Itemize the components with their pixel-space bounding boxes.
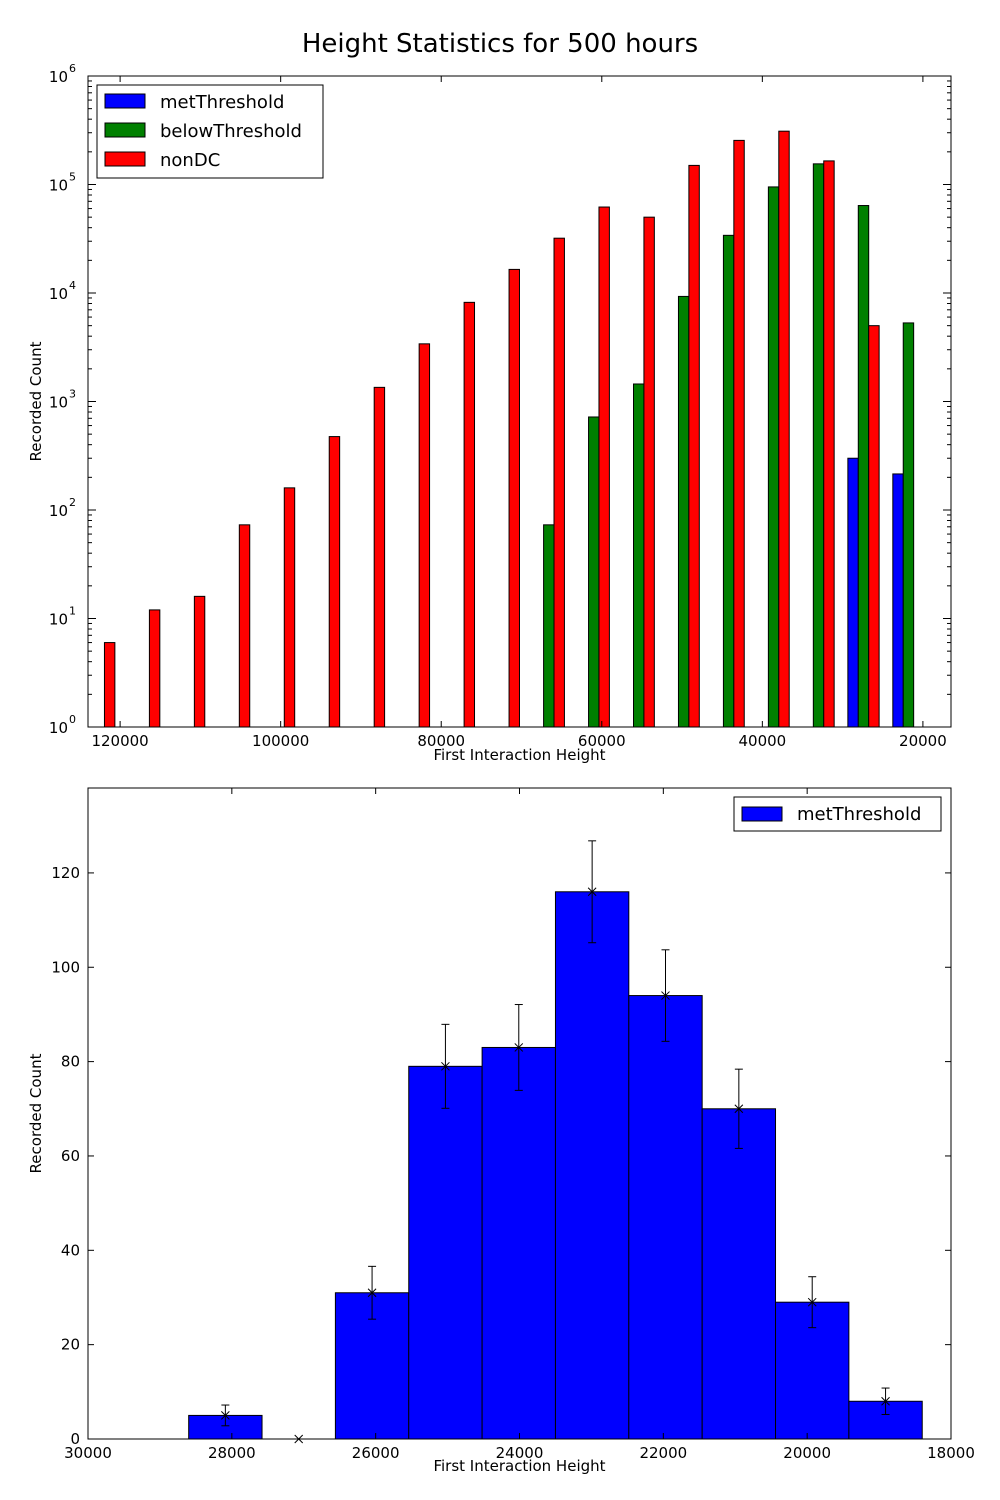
errorbar-marker: [221, 1411, 230, 1420]
bars-group: [188, 891, 923, 1440]
legend-label-nonDC: nonDC: [160, 150, 220, 171]
errorbars: [221, 840, 890, 1444]
bar-metThreshold-6: [628, 995, 703, 1440]
x-tick-label: 100000: [252, 732, 309, 750]
bar-belowThreshold-49800: [677, 295, 690, 728]
x-axis-label: First Interaction Height: [433, 746, 605, 764]
bar-nonDC-33000: [823, 160, 835, 728]
y-tick-label: 10: [49, 611, 68, 629]
bar-nonDC-100200: [283, 487, 296, 728]
x-tick-label: 26000: [352, 1444, 400, 1462]
errorbar-marker: [514, 1043, 524, 1052]
bar-nonDC-89000: [373, 386, 386, 728]
y-tick-label: 120: [51, 864, 80, 882]
bar-nonDC-55400: [643, 216, 655, 728]
bar-nonDC-27400: [868, 325, 880, 728]
bottom-histogram: 30000 28000 26000 24000 22000 20000 18000 0 20 40…: [27, 787, 975, 1475]
legend-swatch-belowThreshold: [104, 122, 146, 138]
x-axis-label: First Interaction Height: [433, 1457, 605, 1475]
legend-swatch-nonDC: [104, 151, 146, 167]
errorbar-marker: [807, 1297, 817, 1307]
legend-swatch-metThreshold: [104, 93, 146, 109]
bar-nonDC-66600: [553, 237, 565, 728]
legend-label-belowThreshold: belowThreshold: [160, 121, 302, 142]
y-axis-label: Recorded Count: [27, 1053, 45, 1173]
bar-nonDC-83400: [418, 343, 431, 728]
legend: metThreshold: [733, 796, 942, 832]
y-tick-label: 10: [49, 719, 68, 737]
legend-label-metThreshold: metThreshold: [160, 92, 284, 113]
x-tick-label: 18000: [927, 1444, 975, 1462]
bar-nonDC-105800: [238, 524, 251, 728]
errorbar-marker: [367, 1288, 377, 1298]
y-tick-label: 40: [61, 1241, 80, 1259]
bar-metThreshold-7: [701, 1108, 777, 1440]
y-tick-exponent: 0: [69, 713, 76, 726]
x-tick-label: 80000: [417, 732, 465, 750]
bar-metThreshold-27400: [847, 457, 859, 728]
bar-nonDC-77800: [463, 301, 476, 728]
bar-nonDC-61000: [598, 206, 610, 728]
bar-metThreshold-21800: [892, 473, 904, 728]
bar-belowThreshold-44200: [722, 234, 735, 728]
y-tick-exponent: 5: [69, 171, 76, 184]
bar-nonDC-44200: [733, 139, 745, 728]
errorbar-marker: [661, 991, 670, 1000]
bar-nonDC-94600: [328, 436, 341, 728]
y-tick-label: 10: [49, 68, 68, 86]
bar-nonDC-72200: [508, 268, 520, 728]
bar-nonDC-117000: [148, 609, 161, 728]
x-tick-label: 28000: [208, 1444, 256, 1462]
bar-nonDC-38600: [778, 130, 790, 728]
y-tick-label: 10: [49, 285, 68, 303]
bar-metThreshold-3: [408, 1065, 483, 1440]
y-tick-label: 0: [70, 1430, 80, 1448]
x-tick-label: 22000: [639, 1444, 687, 1462]
errorbar-marker: [441, 1061, 450, 1071]
x-tick-label: 20000: [899, 732, 947, 750]
bar-belowThreshold-38600: [767, 186, 780, 728]
bar-belowThreshold-55400: [633, 383, 645, 728]
y-tick-exponent: 6: [69, 62, 76, 75]
bar-metThreshold-5: [554, 891, 630, 1440]
y-tick-label: 10: [49, 394, 68, 412]
y-tick-exponent: 2: [69, 496, 76, 509]
x-tick-label: 40000: [738, 732, 786, 750]
bar-belowThreshold-21800: [902, 322, 915, 728]
x-tick-label: 20000: [783, 1444, 831, 1462]
errorbar-marker: [587, 887, 597, 897]
bar-nonDC-49800: [688, 164, 700, 728]
figure-title: Height Statistics for 500 hours: [302, 29, 698, 59]
y-axis-label: Recorded Count: [27, 341, 45, 461]
y-tick-label: 100: [51, 958, 80, 976]
y-tick-label: 20: [61, 1336, 80, 1354]
errorbar-marker: [734, 1104, 744, 1114]
y-tick-exponent: 1: [69, 605, 76, 618]
legend-swatch-metThreshold: [741, 806, 783, 822]
x-tick-label: 60000: [578, 732, 626, 750]
y-tick-label: 60: [61, 1147, 80, 1165]
bar-belowThreshold-66600: [543, 524, 555, 728]
bar-metThreshold-4: [481, 1046, 556, 1440]
y-tick-exponent: 4: [69, 279, 76, 292]
bars-group: [103, 130, 915, 728]
x-tick-label: 120000: [91, 732, 148, 750]
y-tick-label: 10: [49, 177, 68, 195]
legend: metThreshold belowThreshold nonDC: [96, 84, 324, 179]
x-tick-label: 24000: [496, 1444, 544, 1462]
bar-belowThreshold-61000: [588, 416, 600, 728]
x-tick-label: 30000: [64, 1444, 112, 1462]
bar-belowThreshold-27400: [857, 205, 870, 728]
bar-nonDC-122600: [103, 642, 116, 728]
legend-label-metThreshold: metThreshold: [797, 804, 921, 825]
bar-nonDC-111400: [193, 595, 206, 728]
bar-belowThreshold-33000: [812, 163, 825, 728]
errorbar-marker: [881, 1396, 890, 1406]
y-tick-exponent: 3: [69, 388, 76, 401]
y-tick-label: 80: [61, 1053, 80, 1071]
y-tick-label: 10: [49, 502, 68, 520]
